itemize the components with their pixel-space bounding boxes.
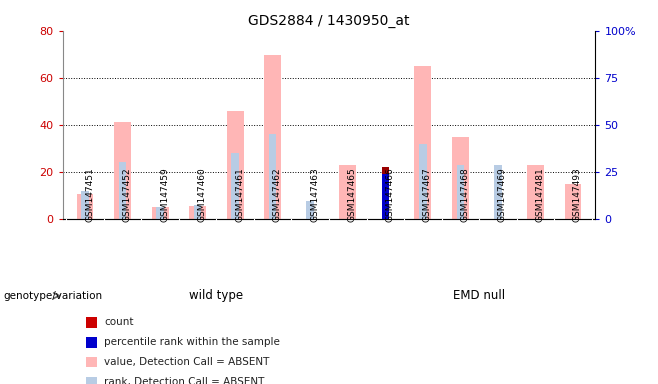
Text: GSM147459: GSM147459 — [160, 167, 169, 222]
Bar — [114, 122, 131, 219]
Bar — [494, 165, 501, 219]
Text: GSM147465: GSM147465 — [348, 167, 357, 222]
Bar — [119, 162, 126, 219]
Bar — [82, 191, 89, 219]
Text: GSM147461: GSM147461 — [235, 167, 244, 222]
Bar — [194, 205, 201, 219]
Text: GSM147468: GSM147468 — [461, 167, 469, 222]
Bar — [452, 137, 468, 219]
Text: GSM147460: GSM147460 — [197, 167, 207, 222]
Text: GSM147469: GSM147469 — [498, 167, 507, 222]
Bar — [157, 207, 164, 219]
Bar — [307, 201, 314, 219]
Text: GSM147462: GSM147462 — [272, 167, 282, 222]
Bar — [151, 207, 168, 219]
Text: count: count — [104, 317, 134, 327]
Bar — [457, 165, 464, 219]
Text: EMD null: EMD null — [453, 289, 505, 302]
Bar — [269, 134, 276, 219]
Bar — [419, 144, 426, 219]
Text: value, Detection Call = ABSENT: value, Detection Call = ABSENT — [104, 357, 269, 367]
Bar — [340, 165, 356, 219]
Bar — [265, 55, 281, 219]
Bar — [382, 174, 389, 219]
Text: percentile rank within the sample: percentile rank within the sample — [104, 337, 280, 347]
Text: genotype/variation: genotype/variation — [3, 291, 103, 301]
Bar — [415, 66, 431, 219]
Bar — [227, 111, 243, 219]
Text: GSM147452: GSM147452 — [122, 167, 132, 222]
Text: wild type: wild type — [190, 289, 243, 302]
Text: GSM147467: GSM147467 — [423, 167, 432, 222]
Text: GSM147481: GSM147481 — [536, 167, 544, 222]
Bar — [527, 165, 544, 219]
Text: GSM147493: GSM147493 — [573, 167, 582, 222]
Title: GDS2884 / 1430950_at: GDS2884 / 1430950_at — [248, 14, 410, 28]
Bar — [190, 206, 206, 219]
Bar — [565, 184, 582, 219]
Bar — [76, 194, 93, 219]
Text: GSM147463: GSM147463 — [310, 167, 319, 222]
Bar — [382, 167, 389, 219]
Text: rank, Detection Call = ABSENT: rank, Detection Call = ABSENT — [104, 377, 265, 384]
Text: GSM147466: GSM147466 — [386, 167, 394, 222]
Bar — [232, 153, 239, 219]
Text: GSM147451: GSM147451 — [85, 167, 94, 222]
